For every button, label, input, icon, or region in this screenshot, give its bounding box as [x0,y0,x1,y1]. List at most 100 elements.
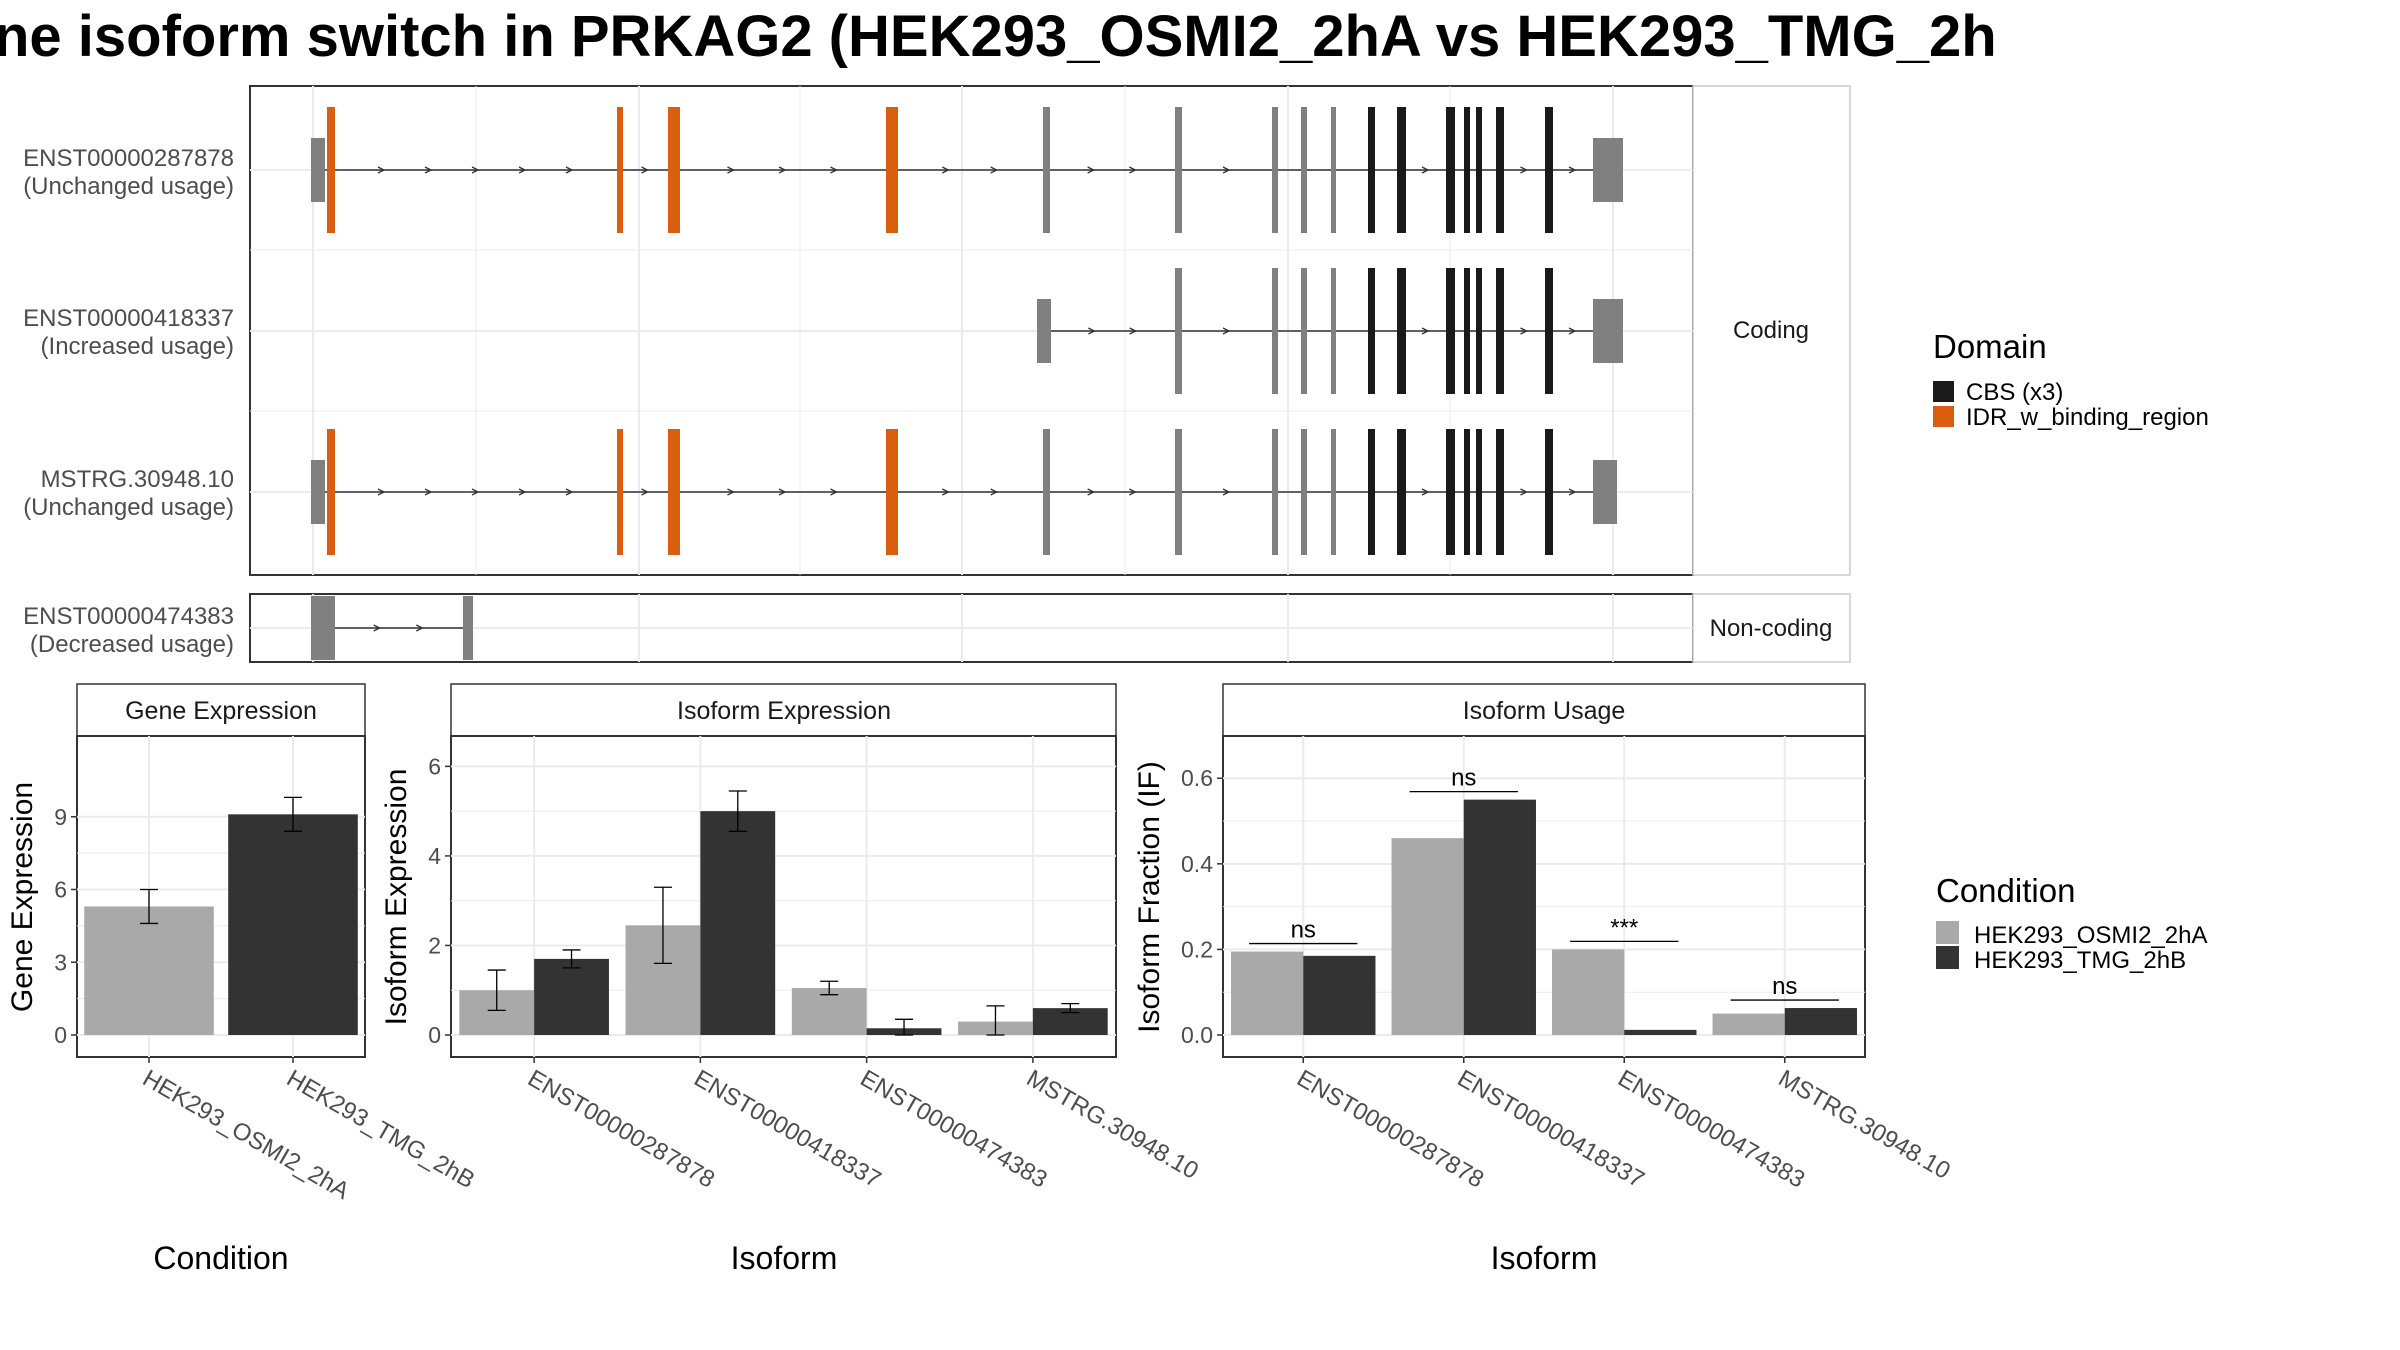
intron-arrow [471,488,480,496]
legend-swatch-idr [1933,406,1954,427]
bar [791,987,867,1035]
exon [1272,107,1278,233]
significance-label: ns [1291,917,1316,944]
isoform-usage-yticks: 0.0 0.2 0.4 0.6 [1181,765,1223,1048]
x-tick-label: MSTRG.30948.10 [1022,1065,1203,1185]
y-tick-label: 6 [54,877,67,903]
transcript-id: MSTRG.30948.10 [41,466,234,493]
legend-swatch-conditionB [1936,946,1959,969]
noncoding-strip-label: Non-coding [1710,615,1833,642]
exon [1037,299,1051,363]
intron-arrow [830,166,838,174]
cbs-domain-exon [1446,268,1455,394]
y-tick-label: 9 [54,804,67,830]
intron-arrow [830,488,838,496]
domain-legend: Domain CBS (x3) IDR_w_binding_region [1933,328,2209,431]
idr-domain-exon [886,107,898,233]
exon [311,138,325,202]
bar [228,814,358,1035]
bar [1784,1008,1857,1035]
transcript-track [311,429,1617,555]
idr-domain-exon [617,429,623,555]
intron-arrow [1087,488,1096,496]
exon [311,460,325,524]
y-tick-label: 3 [54,949,67,975]
transcript-track [311,107,1623,233]
intron-arrow [416,624,424,632]
isoform-usage-grid [1223,736,1865,1057]
isoform-expression-xticks: ENST00000287878ENST00000418337ENST000004… [523,1057,1203,1194]
transcript-usage: (Unchanged usage) [23,173,234,200]
intron-arrow [990,488,999,496]
x-tick-label: ENST00000418337 [689,1065,885,1194]
intron-arrow [1421,166,1430,174]
cbs-domain-exon [1476,429,1482,555]
figure-title: ne isoform switch in PRKAG2 (HEK293_OSMI… [0,4,1997,69]
bar [1231,951,1304,1035]
y-tick-label: 0.0 [1181,1022,1213,1048]
intron-arrow [1520,327,1528,335]
intron-arrow [1088,327,1096,335]
bar [1303,955,1376,1035]
intron-arrow [1421,327,1430,335]
legend-label-conditionA: HEK293_OSMI2_2hA [1974,922,2207,949]
intron-arrow [1222,488,1231,496]
cbs-domain-exon [1545,107,1553,233]
intron-arrow [942,166,950,174]
exon [1331,268,1336,394]
intron-arrow [565,488,574,496]
cbs-domain-exon [1545,268,1553,394]
intron-arrow [1421,488,1430,496]
cbs-domain-exon [1496,268,1504,394]
exon [1043,429,1050,555]
x-tick-label: ENST00000287878 [523,1065,719,1194]
intron-arrow [1087,166,1096,174]
cbs-domain-exon [1464,107,1470,233]
transcript-labels: ENST00000287878 (Unchanged usage) ENST00… [23,145,234,658]
noncoding-transcript-tracks [311,596,473,660]
isoform-usage-xticks: ENST00000287878ENST00000418337ENST000004… [1292,1057,1955,1194]
exon [1331,429,1336,555]
intron-arrow [1568,488,1577,496]
isoform-usage-ylabel: Isoform Fraction (IF) [1133,761,1166,1033]
idr-domain-exon [617,107,623,233]
isoform-expression-ylabel: Isoform Expression [380,769,413,1026]
cbs-domain-exon [1397,429,1406,555]
significance-label: ns [1451,765,1476,792]
cbs-domain-exon [1397,268,1406,394]
intron-arrow [727,488,735,496]
transcript-id: ENST00000287878 [23,145,234,172]
cbs-domain-exon [1545,429,1553,555]
intron-arrow [518,488,527,496]
isoform-expression-strip: Isoform Expression [677,697,891,725]
intron-arrow [1520,488,1528,496]
intron-arrow [1129,488,1137,496]
cbs-domain-exon [1496,429,1504,555]
gene-expression-bars [84,796,358,1035]
x-tick-label: ENST00000474383 [856,1065,1052,1194]
cbs-domain-exon [1464,429,1470,555]
y-tick-label: 0.2 [1181,936,1213,962]
transcript-track [1037,268,1623,394]
cbs-domain-exon [1476,107,1482,233]
gene-expression-xlabel: Condition [153,1240,288,1276]
domain-legend-title: Domain [1933,328,2047,365]
bar [700,811,776,1035]
isoform-usage-strip: Isoform Usage [1463,697,1626,725]
intron-arrow [1568,327,1577,335]
isoform-usage-chart: Isoform Usage ns ns *** ns 0.0 0.2 0.4 0.6 ENS… [1133,683,1955,1276]
intron-arrow [518,166,527,174]
y-tick-label: 0.6 [1181,765,1213,791]
cbs-domain-exon [1464,268,1470,394]
idr-domain-exon [668,107,680,233]
isoform-expression-bars [459,790,1108,1036]
exon [1175,429,1182,555]
intron-arrow [471,166,480,174]
intron-arrow [778,488,787,496]
significance-label: *** [1610,914,1638,941]
intron-arrow [942,488,950,496]
intron-arrow [424,166,433,174]
condition-legend: Condition HEK293_OSMI2_2hA HEK293_TMG_2h… [1936,872,2207,974]
